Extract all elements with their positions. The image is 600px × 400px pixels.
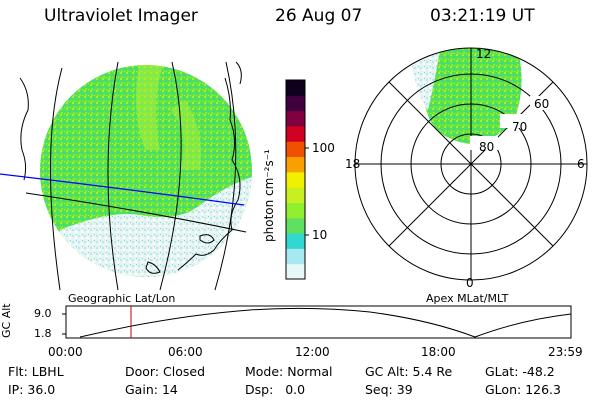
status-glon: GLon: 126.3 — [485, 382, 561, 397]
status-dsp: Dsp: 0.0 — [245, 382, 306, 397]
colorbar-tick-100: 100 — [312, 141, 335, 155]
altitude-ymax: 9.0 — [34, 307, 52, 320]
latitude-line-blue — [0, 173, 245, 206]
colorbar-cell — [286, 217, 305, 234]
mlt-label-18: 18 — [345, 157, 361, 171]
polar-caption: Apex MLat/MLT — [426, 292, 509, 305]
coastline-island — [145, 261, 161, 274]
status-ip: IP: 36.0 — [8, 382, 56, 397]
coastline-island — [199, 234, 215, 244]
meridian-line — [107, 61, 119, 291]
mlat-label-70: 70 — [512, 120, 528, 134]
colorbar-tick-10: 10 — [312, 228, 328, 242]
mlt-label-12: 12 — [476, 47, 492, 61]
colorbar-cell — [286, 248, 305, 265]
colorbar-cell — [286, 263, 305, 280]
colorbar-cell — [286, 187, 305, 203]
colorbar-cell — [286, 156, 305, 173]
time-tick: 18:00 — [421, 345, 456, 359]
colorbar-cell — [286, 125, 305, 142]
status-seq: Seq: 39 — [365, 382, 413, 397]
colorbar-cell — [286, 202, 305, 219]
colorbar-unit-label: photon cm⁻²s⁻¹ — [262, 149, 276, 242]
status-flt: Flt: LBHL — [8, 364, 64, 379]
geographic-image — [0, 61, 252, 291]
colorbar-cell — [286, 233, 305, 249]
mlt-label-6: 6 — [577, 157, 585, 171]
colorbar-cell — [286, 80, 305, 96]
time-tick: 23:59 — [548, 345, 583, 359]
status-glat: GLat: -48.2 — [485, 364, 555, 379]
meridian-line — [159, 61, 182, 291]
colorbar-cell — [286, 141, 305, 158]
polar-plot — [354, 47, 588, 281]
geographic-caption: Geographic Lat/Lon — [68, 292, 176, 305]
latitude-line — [25, 192, 247, 233]
altitude-curve — [79, 307, 572, 338]
colorbar — [285, 79, 309, 280]
altitude-ymin: 1.8 — [34, 327, 52, 340]
time-tick: 12:00 — [295, 345, 330, 359]
meridian-line — [214, 61, 237, 291]
time-tick: 06:00 — [168, 345, 203, 359]
meridian-line — [49, 67, 63, 291]
altitude-ylabel: GC Alt — [0, 303, 13, 338]
time-label: 03:21:19 UT — [430, 6, 535, 26]
mlat-label-80: 80 — [479, 140, 495, 154]
instrument-title: Ultraviolet Imager — [44, 6, 198, 26]
status-gc-alt: GC Alt: 5.4 Re — [365, 364, 453, 379]
date-label: 26 Aug 07 — [275, 6, 363, 26]
colorbar-cell — [286, 171, 305, 188]
status-door: Door: Closed — [125, 364, 206, 379]
coastline-left — [19, 77, 29, 181]
colorbar-cell — [286, 110, 305, 127]
status-mode: Mode: Normal — [245, 364, 333, 379]
time-tick: 00:00 — [48, 345, 83, 359]
status-gain: Gain: 14 — [125, 382, 178, 397]
mlat-label-60: 60 — [534, 97, 550, 111]
coastline-top — [235, 61, 242, 85]
altitude-strip — [62, 305, 572, 339]
colorbar-cell — [286, 95, 305, 112]
mlt-label-0: 0 — [466, 276, 474, 290]
